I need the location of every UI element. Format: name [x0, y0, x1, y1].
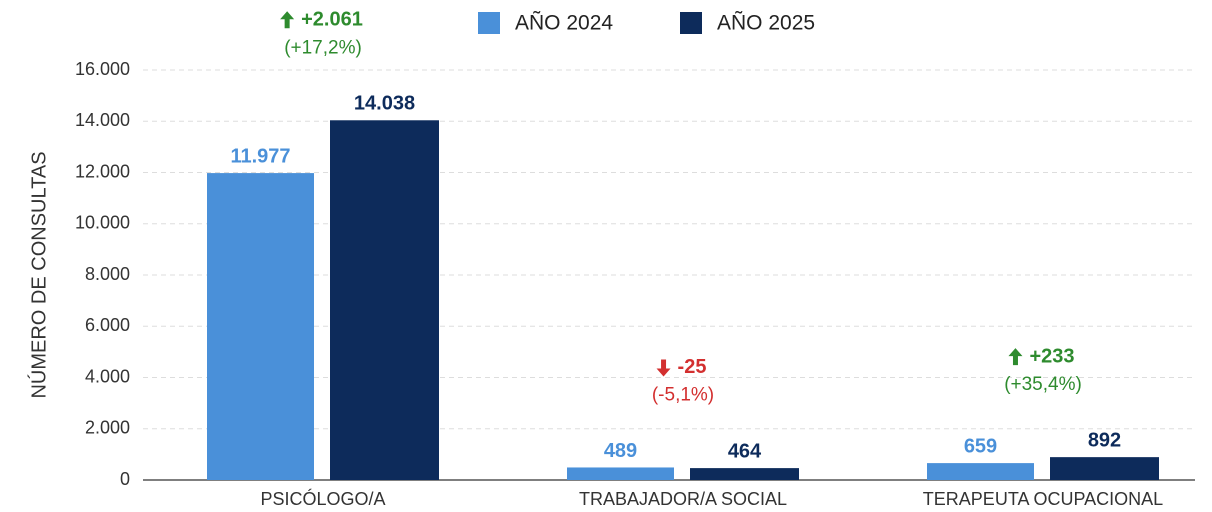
- bar: [690, 468, 799, 480]
- y-tick-label: 2.000: [85, 418, 130, 438]
- value-label: 489: [604, 440, 637, 462]
- legend-swatch: [680, 12, 702, 34]
- bar: [330, 120, 439, 481]
- y-tick-label: 14.000: [75, 110, 130, 130]
- legend-label: AÑO 2025: [717, 11, 815, 35]
- y-tick-label: 0: [120, 469, 130, 489]
- y-axis-label: NÚMERO DE CONSULTAS: [27, 151, 50, 398]
- bar: [207, 173, 314, 481]
- y-tick-label: 6.000: [85, 315, 130, 335]
- y-tick-label: 16.000: [75, 59, 130, 79]
- change-percent: (-5,1%): [652, 384, 714, 405]
- bar: [1050, 457, 1159, 480]
- change-arrow: [280, 11, 295, 29]
- change-value: -25: [678, 356, 707, 378]
- change-percent: (+17,2%): [284, 37, 362, 58]
- value-label: 464: [728, 440, 762, 462]
- change-percent: (+35,4%): [1004, 374, 1082, 395]
- y-tick-label: 4.000: [85, 366, 130, 386]
- bar: [567, 467, 674, 480]
- change-value: +2.061: [301, 9, 363, 31]
- x-tick-label: PSICÓLOGO/A: [260, 488, 385, 509]
- x-tick-label: TERAPEUTA OCUPACIONAL: [923, 489, 1163, 509]
- value-label: 892: [1088, 429, 1121, 451]
- x-tick-label: TRABAJADOR/A SOCIAL: [579, 489, 787, 509]
- change-value: +233: [1029, 345, 1074, 367]
- value-label: 14.038: [354, 93, 415, 115]
- legend-label: AÑO 2024: [515, 11, 613, 35]
- legend-swatch: [478, 12, 500, 34]
- value-label: 11.977: [230, 145, 290, 167]
- y-tick-label: 10.000: [75, 213, 130, 233]
- bar: [927, 463, 1034, 480]
- y-tick-label: 12.000: [75, 161, 130, 181]
- change-arrow: [656, 359, 671, 377]
- y-tick-label: 8.000: [85, 264, 130, 284]
- value-label: 659: [964, 435, 997, 457]
- change-arrow: [1008, 348, 1023, 366]
